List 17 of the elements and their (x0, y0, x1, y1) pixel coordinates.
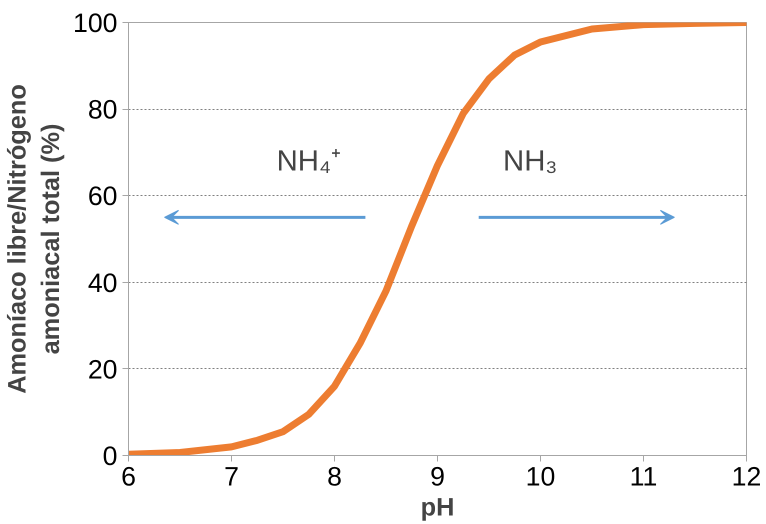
x-axis-title: pH (420, 494, 454, 522)
y-tick-label: 40 (88, 268, 118, 298)
x-tick-label: 9 (430, 462, 445, 492)
x-tick-label: 6 (121, 462, 136, 492)
y-tick-label: 80 (88, 94, 118, 125)
y-tick-label: 100 (73, 8, 118, 38)
x-tick-label: 10 (526, 462, 556, 492)
x-tick-label: 8 (327, 462, 342, 492)
annotation: NH₄⁺ (276, 144, 341, 178)
x-tick-label: 12 (732, 462, 762, 492)
y-tick-label: 60 (88, 181, 118, 212)
y-tick-label: 20 (88, 354, 118, 384)
y-axis-title: Amoníaco libre/Nitrógeno amoniacal total (%) (3, 84, 66, 394)
y-tick-label: 0 (102, 441, 118, 471)
annotation: NH₃ (503, 144, 558, 178)
x-tick-label: 11 (630, 462, 658, 492)
x-tick-label: 7 (224, 462, 239, 492)
